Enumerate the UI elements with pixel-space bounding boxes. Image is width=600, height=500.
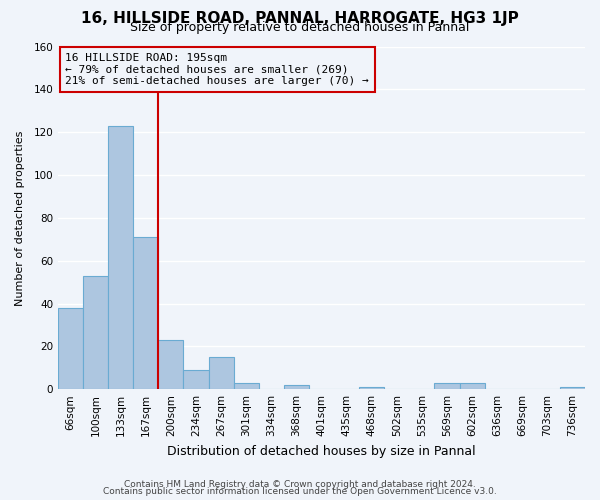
Y-axis label: Number of detached properties: Number of detached properties (15, 130, 25, 306)
Bar (560, 387, 585, 389)
Text: 16 HILLSIDE ROAD: 195sqm
← 79% of detached houses are smaller (269)
21% of semi-: 16 HILLSIDE ROAD: 195sqm ← 79% of detach… (65, 53, 369, 86)
Bar (209, 357, 233, 389)
Bar (133, 237, 158, 389)
Bar (460, 383, 485, 389)
Bar (83, 276, 108, 389)
Text: Contains HM Land Registry data © Crown copyright and database right 2024.: Contains HM Land Registry data © Crown c… (124, 480, 476, 489)
Bar (233, 383, 259, 389)
Bar (158, 340, 184, 389)
Bar (184, 370, 209, 389)
Bar (108, 126, 133, 389)
Text: Contains public sector information licensed under the Open Government Licence v3: Contains public sector information licen… (103, 487, 497, 496)
Bar (58, 308, 83, 389)
Bar (434, 383, 460, 389)
Bar (359, 387, 384, 389)
Text: 16, HILLSIDE ROAD, PANNAL, HARROGATE, HG3 1JP: 16, HILLSIDE ROAD, PANNAL, HARROGATE, HG… (81, 11, 519, 26)
X-axis label: Distribution of detached houses by size in Pannal: Distribution of detached houses by size … (167, 444, 476, 458)
Text: Size of property relative to detached houses in Pannal: Size of property relative to detached ho… (130, 21, 470, 34)
Bar (284, 385, 309, 389)
